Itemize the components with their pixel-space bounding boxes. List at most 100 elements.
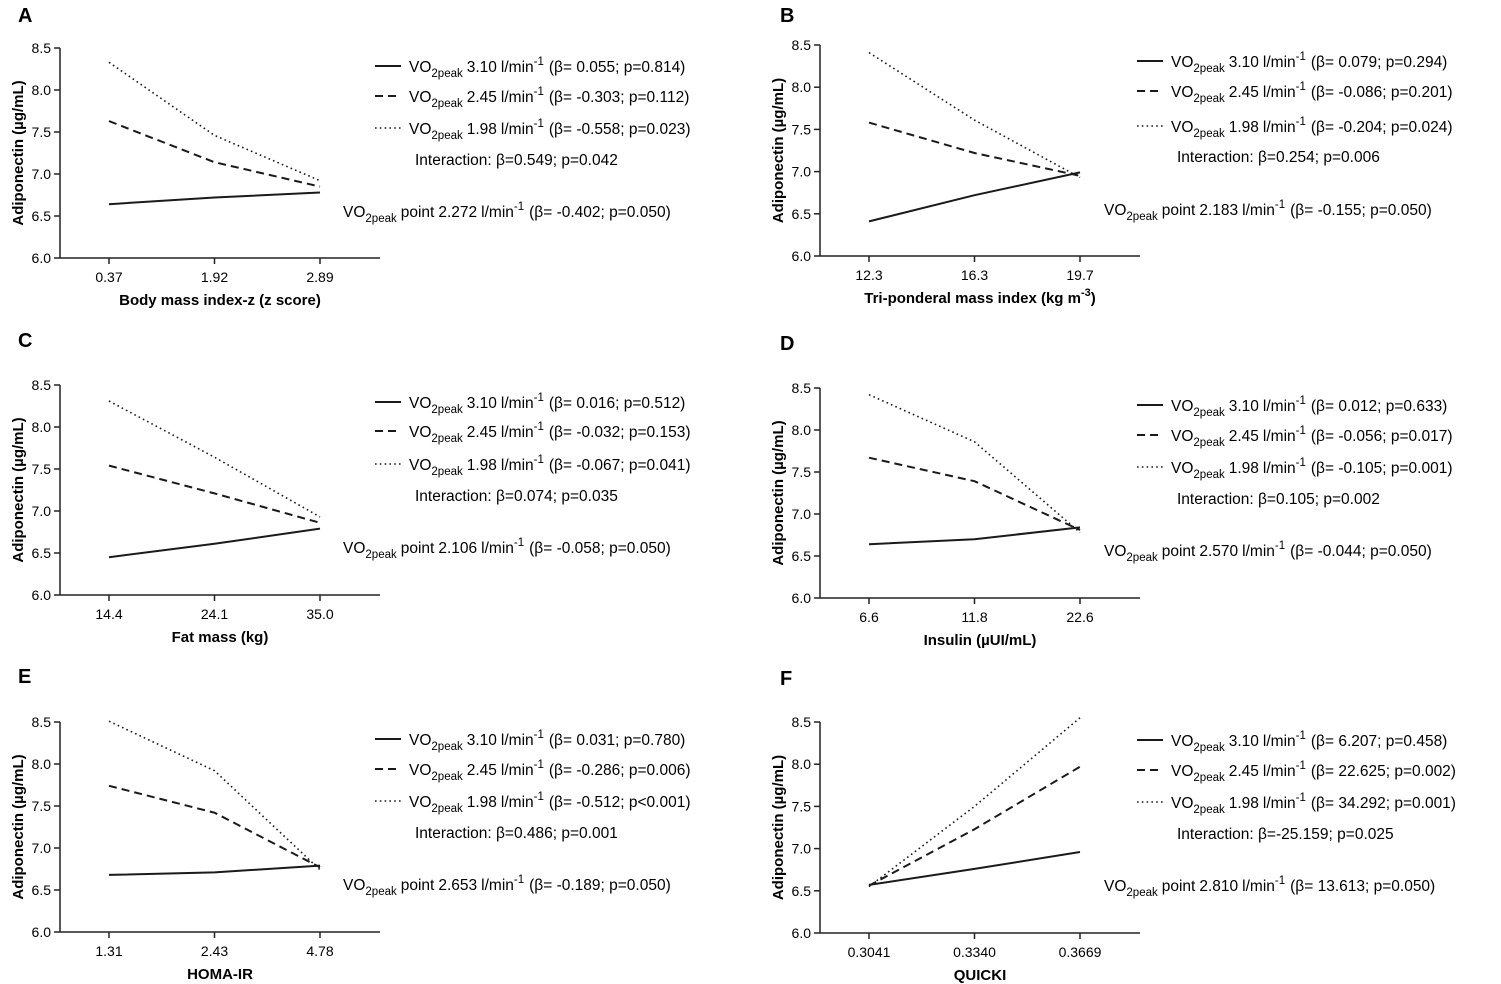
y-tick-label: 7.0 (32, 503, 52, 519)
point-stats: (β= 13.613; p=0.050) (1290, 878, 1435, 895)
interaction-label: Interaction: (1177, 826, 1258, 843)
interaction-stats: β=-25.159; p=0.025 (1258, 826, 1394, 843)
interaction-text: Interaction: β=0.486; p=0.001 (415, 825, 618, 842)
point-vo2-subscript: 2peak (1126, 552, 1158, 564)
legend-unit: l/min (501, 89, 534, 106)
panel-letter: F (780, 668, 792, 690)
series-line-dashed (868, 456, 1081, 531)
legend-vo2-subscript: 2peak (1193, 437, 1225, 449)
vo2peak-point-text: VO2peak point 2.106 l/min-1 (β= -0.058; p=0.… (343, 537, 671, 561)
y-axis-label: Adiponectin (µg/mL) (10, 754, 27, 899)
point-unit-superscript: -1 (1275, 199, 1285, 211)
legend-unit: l/min (1263, 84, 1296, 101)
series-line-solid (868, 526, 1081, 546)
legend-vo2-value: 1.98 (1229, 460, 1259, 477)
legend-entry: VO2peak 2.45 l/min-1 (β= -0.056; p=0.017) (1171, 425, 1453, 449)
x-tick-label: 11.8 (961, 609, 987, 625)
legend-vo2-value: 2.45 (467, 762, 497, 779)
legend-vo2-text: VO (409, 732, 431, 749)
interaction-stats: β=0.549; p=0.042 (496, 152, 618, 169)
legend-unit-superscript: -1 (534, 118, 544, 130)
legend-vo2-subscript: 2peak (1193, 63, 1225, 75)
legend-unit: l/min (501, 395, 534, 412)
legend-stats: (β= -0.056; p=0.017) (1311, 428, 1453, 445)
x-tick-label: 22.6 (1066, 609, 1093, 625)
legend-vo2-text: VO (1171, 733, 1193, 750)
legend-unit-superscript: -1 (534, 421, 544, 433)
legend-stats: (β= -0.086; p=0.201) (1311, 84, 1453, 101)
point-vo2-text: VO (343, 877, 365, 894)
legend-unit-superscript: -1 (1296, 792, 1306, 804)
x-tick-label: 24.1 (201, 606, 228, 622)
legend-unit-superscript: -1 (1296, 116, 1306, 128)
series-line-dotted (868, 717, 1081, 888)
legend-entry: VO2peak 2.45 l/min-1 (β= -0.032; p=0.153) (409, 421, 691, 445)
panel-letter: C (18, 330, 32, 352)
legend-unit: l/min (501, 794, 534, 811)
point-vo2-value: 2.653 (438, 877, 477, 894)
y-tick-label: 8.0 (32, 756, 52, 772)
legend-entry: VO2peak 3.10 l/min-1 (β= 0.016; p=0.512) (409, 392, 685, 416)
legend-unit-superscript: -1 (1296, 760, 1306, 772)
x-tick-label: 16.3 (961, 267, 988, 283)
legend-stats: (β= -0.512; p<0.001) (549, 794, 691, 811)
legend-vo2-subscript: 2peak (1193, 804, 1225, 816)
y-tick-label: 8.5 (792, 380, 812, 396)
x-tick-label: 35.0 (306, 606, 333, 622)
legend-entry: VO2peak 1.98 l/min-1 (β= -0.512; p<0.001) (409, 791, 691, 815)
x-tick-label: 2.89 (306, 269, 333, 285)
legend-stats: (β= 0.055; p=0.814) (549, 59, 685, 76)
series-line-dotted (108, 61, 321, 182)
x-tick-label: 2.43 (201, 943, 228, 959)
legend-unit: l/min (1263, 733, 1296, 750)
legend-stats: (β= -0.303; p=0.112) (549, 89, 689, 106)
panel-a: A 6.0 6.5 7.0 7.5 8.0 8.5 0.37 1.92 2.89 Adiponect… (10, 5, 691, 309)
legend-vo2-subscript: 2peak (431, 433, 463, 445)
legend-vo2-subscript: 2peak (1193, 772, 1225, 784)
interaction-label: Interaction: (1177, 149, 1258, 166)
point-vo2-subscript: 2peak (365, 549, 397, 561)
y-tick-label: 7.0 (32, 166, 52, 182)
legend-vo2-subscript: 2peak (431, 803, 463, 815)
legend-vo2-text: VO (1171, 428, 1193, 445)
point-unit: l/min (1242, 202, 1275, 219)
legend-vo2-value: 3.10 (1229, 54, 1260, 71)
x-tick-label: 19.7 (1066, 267, 1093, 283)
legend-unit-superscript: -1 (534, 729, 544, 741)
point-unit-superscript: -1 (1275, 875, 1285, 887)
x-axis-label-text: Fat mass (kg) (172, 629, 269, 646)
series-line-solid (108, 527, 321, 559)
x-tick-label: 0.37 (95, 269, 122, 285)
point-unit-superscript: -1 (514, 537, 524, 549)
legend-vo2-text: VO (1171, 398, 1193, 415)
point-stats: (β= -0.155; p=0.050) (1290, 202, 1432, 219)
interaction-label: Interaction: (1177, 491, 1258, 508)
y-axis-label: Adiponectin (µg/mL) (770, 420, 787, 565)
legend-vo2-value: 1.98 (467, 121, 497, 138)
x-axis-label: Fat mass (kg) (172, 629, 269, 646)
y-tick-label: 7.0 (792, 164, 812, 180)
panel-f: F 6.0 6.5 7.0 7.5 8.0 8.5 0.3041 0.3340 0.3669 Adi… (770, 668, 1456, 984)
series-line-solid (868, 171, 1081, 223)
legend-vo2-value: 2.45 (467, 89, 497, 106)
legend-vo2-subscript: 2peak (431, 130, 463, 142)
legend-unit: l/min (1263, 398, 1296, 415)
legend-stats: (β= -0.067; p=0.041) (549, 457, 691, 474)
legend-stats: (β= -0.105; p=0.001) (1311, 460, 1453, 477)
y-tick-label: 6.0 (792, 590, 812, 606)
y-tick-label: 7.5 (792, 798, 812, 814)
y-tick-label: 6.0 (32, 587, 52, 603)
legend-stats: (β= -0.032; p=0.153) (549, 424, 691, 441)
legend-entry: VO2peak 3.10 l/min-1 (β= 0.055; p=0.814) (409, 56, 685, 80)
y-tick-label: 7.5 (792, 464, 812, 480)
series-line-solid (108, 191, 321, 206)
point-stats: (β= -0.402; p=0.050) (529, 204, 671, 221)
point-stats: (β= -0.044; p=0.050) (1290, 543, 1432, 560)
legend-vo2-text: VO (1171, 460, 1193, 477)
y-tick-label: 6.0 (32, 924, 52, 940)
y-tick-label: 8.0 (792, 422, 812, 438)
y-tick-label: 6.5 (32, 545, 52, 561)
y-tick-label: 8.5 (32, 714, 52, 730)
y-tick-label: 8.0 (32, 419, 52, 435)
legend-entry: VO2peak 3.10 l/min-1 (β= 0.012; p=0.633) (1171, 395, 1447, 419)
